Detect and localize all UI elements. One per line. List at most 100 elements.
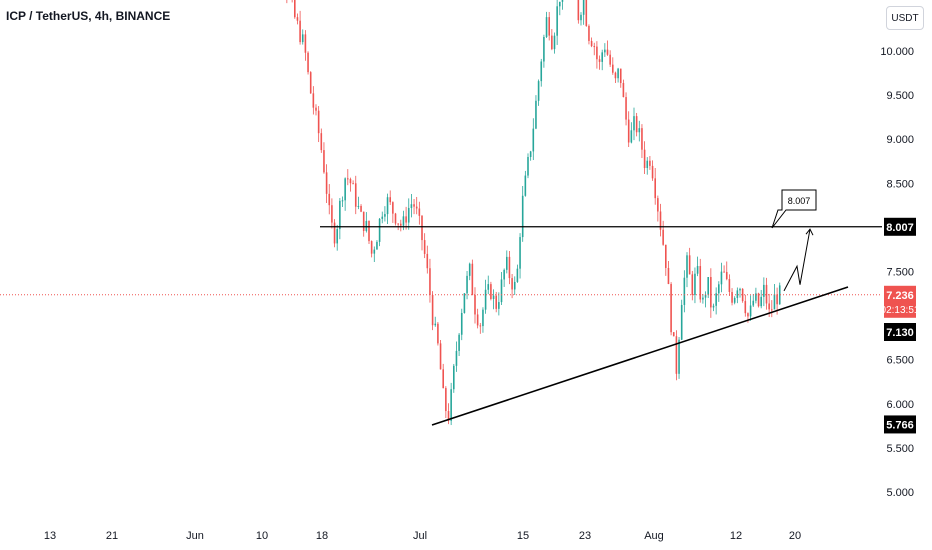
candle-body (646, 160, 649, 168)
candle-body (352, 183, 354, 185)
candle-body (333, 222, 336, 244)
candle-body (516, 268, 519, 282)
candle-body (450, 389, 452, 421)
candle-body (527, 156, 529, 176)
candle-body (627, 119, 630, 143)
price-tick-label: 5.500 (886, 443, 914, 455)
candle-body (556, 6, 558, 36)
candle-body (323, 150, 325, 173)
candle-body (376, 241, 378, 250)
candle-body (638, 128, 641, 133)
candle-body (466, 275, 468, 294)
resistance-price-label: 8.007 (886, 222, 914, 234)
callout-box[interactable] (771, 189, 817, 229)
candle-body (415, 206, 418, 209)
candle-body (365, 220, 368, 231)
candle-body (670, 284, 672, 333)
candle-body (725, 271, 728, 280)
candle-body (519, 237, 521, 269)
candle-body (458, 334, 460, 351)
currency-button[interactable]: USDT (886, 6, 924, 30)
candle-body (426, 253, 429, 269)
candle-body (354, 183, 357, 207)
candle-body (675, 336, 678, 374)
candle-body (362, 211, 365, 231)
candle-body (506, 256, 508, 270)
price-tick-label: 6.000 (886, 399, 914, 411)
forecast-path[interactable] (783, 229, 811, 292)
candle-body (336, 229, 338, 244)
candle-body (299, 20, 301, 43)
candle-body (760, 296, 762, 307)
candle-body (771, 309, 773, 311)
candle-body (460, 312, 463, 335)
candle-body (672, 332, 675, 337)
candle-body (715, 293, 717, 306)
candle-body (776, 294, 778, 305)
candle-body (325, 172, 328, 194)
candle-body (370, 241, 373, 254)
candle-body (633, 116, 635, 131)
time-tick-label: Jul (413, 530, 427, 542)
candle-body (665, 244, 667, 268)
candle-body (484, 289, 487, 310)
candle-body (718, 284, 720, 294)
candle-body (386, 197, 389, 215)
candle-body (580, 14, 582, 21)
candle-body (439, 343, 442, 370)
time-tick-label: 18 (316, 530, 328, 542)
candle-body (315, 107, 317, 111)
candle-body (614, 72, 617, 79)
candle-body (476, 314, 479, 326)
candle-body (755, 293, 757, 301)
candle-body (344, 178, 346, 201)
candle-body (471, 263, 474, 295)
candle-body (680, 304, 683, 340)
candle-body (678, 339, 680, 374)
candle-body (739, 288, 741, 291)
price-tick-label: 9.500 (886, 90, 914, 102)
candle-body (577, 0, 580, 21)
price-tick-label: 6.500 (886, 355, 914, 367)
candle-body (524, 175, 527, 196)
candle-body (402, 216, 405, 226)
candle-body (487, 284, 490, 290)
candle-body (421, 215, 423, 241)
candle-body (532, 128, 535, 152)
candle-body (612, 64, 614, 73)
candle-body (413, 204, 415, 207)
candle-body (728, 279, 731, 292)
candle-body (768, 303, 770, 310)
candle-body (604, 49, 606, 53)
candle-body (540, 61, 543, 82)
candle-body (704, 294, 707, 298)
candle-body (702, 297, 704, 300)
price-axis: 10.000 9.500 9.000 8.500 7.500 6.500 6.000 5.50… (880, 46, 920, 499)
candle-body (294, 0, 296, 18)
candle-body (304, 34, 307, 53)
candle-body (654, 178, 656, 199)
candle-body (307, 52, 309, 73)
candle-body (710, 277, 712, 308)
candle-body (447, 411, 450, 421)
time-tick-label: 15 (517, 530, 529, 542)
candle-body (445, 388, 447, 412)
candle-body (601, 52, 603, 62)
candle-body (482, 309, 484, 327)
candle-body (453, 365, 455, 390)
candle-body (410, 204, 413, 208)
candle-body (691, 274, 694, 295)
candle-body (347, 178, 349, 180)
support-trendline[interactable] (431, 286, 849, 426)
candle-body (341, 200, 344, 202)
time-tick-label: 23 (579, 530, 591, 542)
candle-body (498, 302, 500, 309)
price-tick-label: 7.500 (886, 267, 914, 279)
candle-body (373, 249, 376, 254)
forecast-arrowhead (805, 228, 814, 236)
time-tick-label: 21 (106, 530, 118, 542)
candle-body (635, 116, 638, 133)
candle-body (400, 223, 402, 226)
candle-body (381, 216, 384, 219)
candle-body (688, 255, 691, 275)
